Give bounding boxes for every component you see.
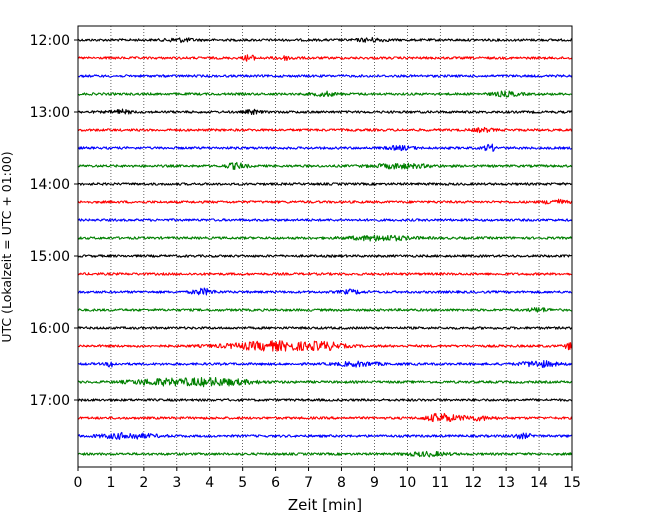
plot-frame <box>77 25 573 468</box>
trace-line-1630 <box>77 360 573 369</box>
x-tick-label: 4 <box>205 475 214 491</box>
x-tick-label: 1 <box>106 475 115 491</box>
trace-line-1200 <box>77 36 572 44</box>
x-tick-label: 5 <box>238 475 247 491</box>
trace-line-1545 <box>78 307 573 313</box>
trace-line-1745 <box>77 450 573 458</box>
trace-line-1500 <box>77 254 573 258</box>
x-tick-label: 13 <box>497 475 515 491</box>
trace-line-1700 <box>77 398 573 402</box>
y-tick-label: 13:00 <box>30 105 70 121</box>
trace-line-1430 <box>77 218 573 222</box>
x-tick-label: 6 <box>271 475 280 491</box>
y-axis-ticks: 12:00 13:00 14:00 15:00 16:00 17:00 <box>30 33 78 409</box>
trace-line-1730 <box>77 431 573 440</box>
y-tick-label: 12:00 <box>30 33 70 49</box>
x-tick-label: 8 <box>337 475 346 491</box>
trace-line-1300 <box>77 108 573 116</box>
trace-line-1600 <box>77 326 573 330</box>
x-tick-label: 3 <box>172 475 181 491</box>
x-axis-label: Zeit [min] <box>288 496 362 514</box>
y-tick-label: 16:00 <box>30 321 70 337</box>
trace-line-1330 <box>77 143 573 152</box>
x-tick-label: 0 <box>74 475 83 491</box>
x-tick-label: 9 <box>370 475 379 491</box>
x-tick-label: 7 <box>304 475 313 491</box>
trace-lines <box>77 36 573 458</box>
trace-line-1345 <box>77 161 572 171</box>
trace-line-1315 <box>77 126 573 134</box>
x-tick-label: 10 <box>398 475 416 491</box>
x-tick-label: 15 <box>563 475 581 491</box>
x-axis-ticks: 0 1 2 3 4 5 6 7 8 9 10 11 12 13 14 15 <box>74 467 581 491</box>
trace-line-1515 <box>77 272 573 276</box>
y-tick-label: 17:00 <box>30 393 70 409</box>
trace-line-1245 <box>77 90 573 98</box>
x-tick-label: 14 <box>530 475 548 491</box>
trace-line-1715 <box>78 412 573 423</box>
x-tick-label: 11 <box>431 475 449 491</box>
trace-line-1445 <box>77 234 573 242</box>
trace-line-1645 <box>77 376 573 388</box>
trace-line-1415 <box>77 198 573 205</box>
y-tick-label: 15:00 <box>30 249 70 265</box>
y-axis-label: UTC (Lokalzeit = UTC + 01:00) <box>0 151 14 342</box>
trace-line-1615 <box>77 340 573 352</box>
trace-line-1400 <box>77 182 573 186</box>
x-tick-label: 2 <box>139 475 148 491</box>
trace-line-1230 <box>77 74 573 78</box>
x-tick-label: 12 <box>464 475 482 491</box>
trace-line-1530 <box>77 287 573 296</box>
y-tick-label: 14:00 <box>30 177 70 193</box>
trace-line-1215 <box>77 54 573 62</box>
